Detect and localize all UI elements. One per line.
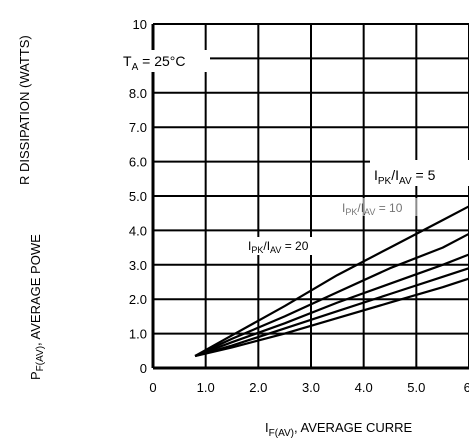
temperature-annotation-bg — [118, 50, 210, 72]
temperature-annotation: TA = 25°C — [118, 50, 210, 73]
ipk-ratio-10-text: IPK/IAV = 10 — [342, 201, 403, 217]
x-tick-label: 2.0 — [249, 380, 267, 395]
series-line-1 — [194, 205, 469, 357]
series-line-2 — [194, 232, 469, 357]
y-tick-label: 0 — [140, 361, 147, 376]
y-tick-label: 10 — [133, 17, 147, 32]
y-axis-label-top: R DISSIPATION (WATTS) — [17, 35, 32, 185]
series-line-3 — [194, 253, 469, 358]
x-tick-label: 5.0 — [407, 380, 425, 395]
chart-series — [194, 205, 469, 358]
y-tick-label: 7.0 — [129, 120, 147, 135]
x-tick-label: 6. — [464, 380, 469, 395]
chart-tick-labels: 01.02.03.04.05.06.07.08.09.01001.02.03.0… — [129, 17, 469, 395]
ipk-ratio-20-annotation: IPK/IAV = 20 — [244, 237, 324, 255]
y-tick-label: 1.0 — [129, 327, 147, 342]
x-tick-label: 1.0 — [197, 380, 215, 395]
y-tick-label: 5.0 — [129, 189, 147, 204]
ipk-ratio-20-text: IPK/IAV = 20 — [248, 239, 309, 255]
y-tick-label: 8.0 — [129, 86, 147, 101]
ipk-ratio-5-annotation: IPK/IAV = 5 — [370, 160, 469, 187]
y-tick-label: 3.0 — [129, 258, 147, 273]
series-line-5 — [194, 277, 469, 358]
y-tick-label: 2.0 — [129, 292, 147, 307]
ipk-ratio-5-text: IPK/IAV = 5 — [374, 167, 436, 187]
x-tick-label: 0 — [149, 380, 156, 395]
y-tick-label: 6.0 — [129, 155, 147, 170]
x-axis-label: IF(AV), AVERAGE CURRE — [265, 420, 413, 439]
x-tick-label: 4.0 — [355, 380, 373, 395]
x-tick-label: 3.0 — [302, 380, 320, 395]
y-tick-label: 4.0 — [129, 223, 147, 238]
series-line-4 — [194, 267, 469, 358]
ipk-ratio-10-annotation: IPK/IAV = 10 — [338, 198, 428, 217]
chart-axes — [151, 24, 469, 370]
temperature-annotation-text: TA = 25°C — [123, 53, 185, 73]
ipk-ratio-20-bg — [244, 237, 324, 255]
y-axis-label-bottom: PF(AV), AVERAGE POWE — [28, 234, 46, 380]
ipk-ratio-5-bg — [370, 160, 469, 186]
ipk-ratio-10-bg — [338, 198, 428, 216]
chart-grid — [153, 23, 469, 368]
